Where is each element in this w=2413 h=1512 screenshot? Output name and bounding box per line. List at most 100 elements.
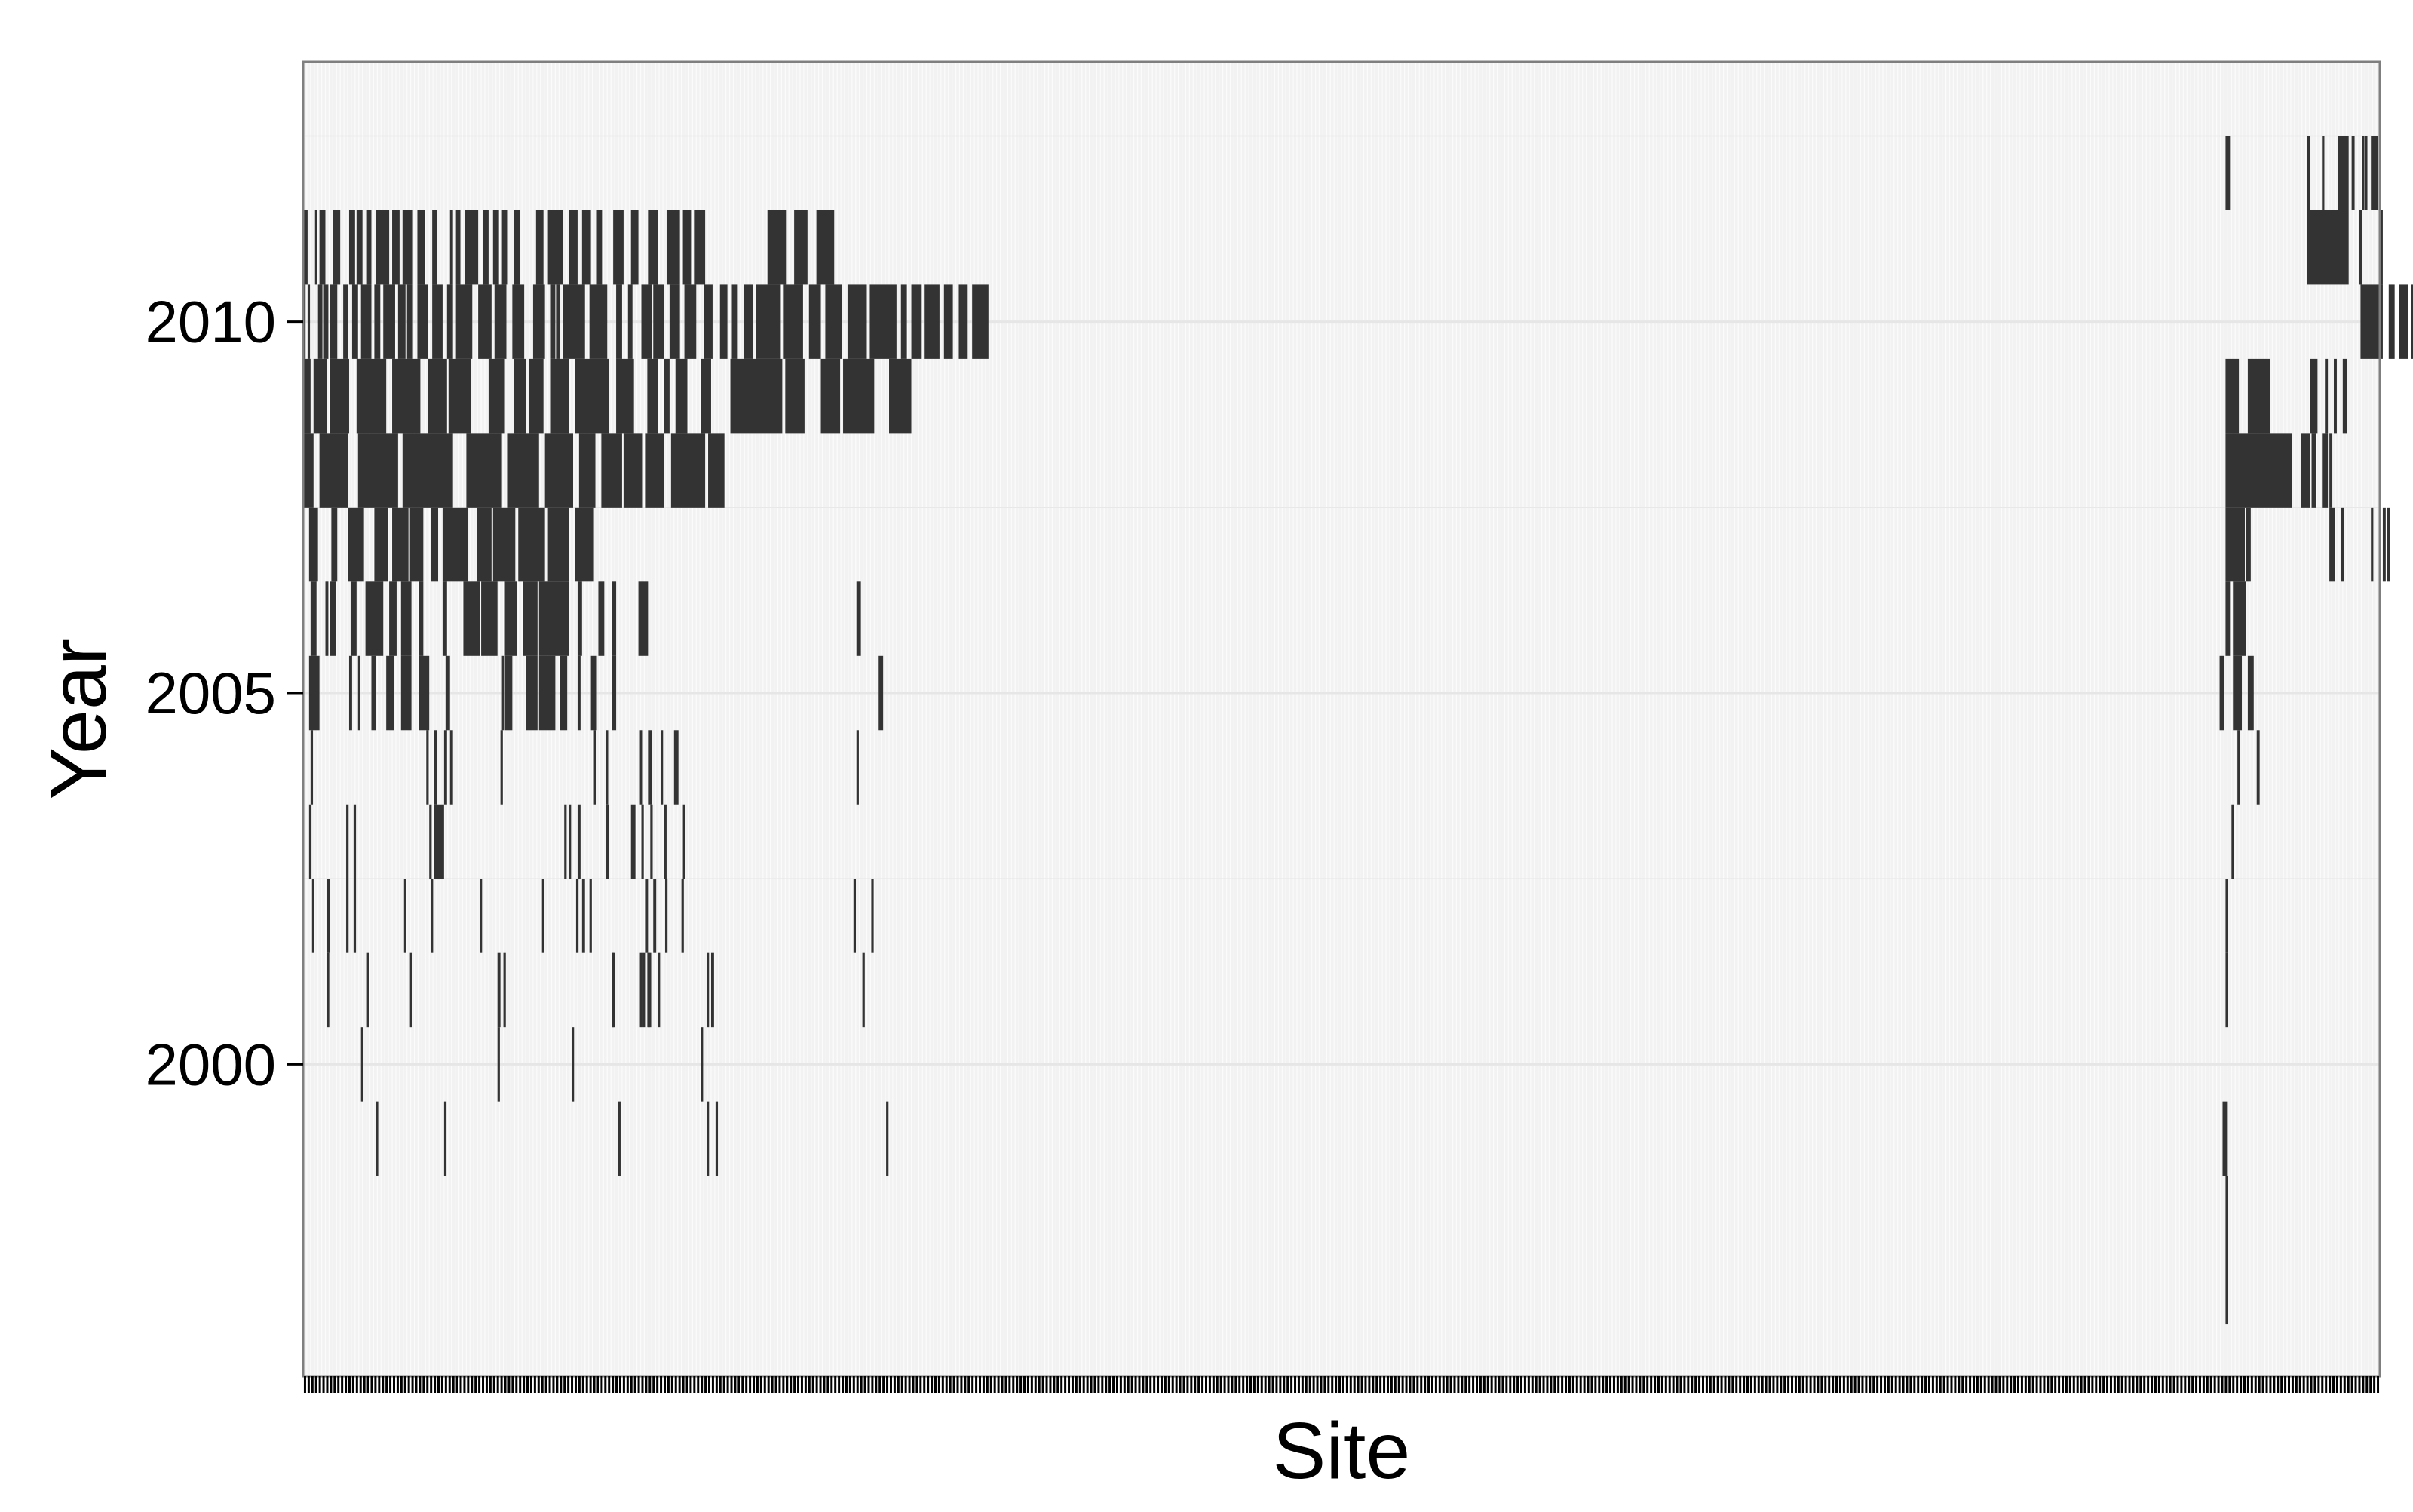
data-bar [2380,210,2383,285]
data-bar [943,284,953,359]
data-bar [589,879,592,953]
data-bar [353,804,357,879]
data-bar [319,210,326,285]
data-bar [843,358,875,434]
data-bar [575,879,579,953]
data-bar [445,655,450,731]
data-bar [569,210,578,285]
data-bar [360,1027,363,1102]
data-bar [488,358,505,434]
data-bar [514,210,520,285]
data-bar [2310,358,2318,434]
data-bar [2362,136,2365,210]
data-bar [2301,433,2310,508]
data-bar [538,581,569,656]
data-bar [856,730,859,805]
data-bar [2311,433,2316,508]
data-bar [547,507,569,582]
data-bar [465,210,479,285]
y-tick-label: 2000 [145,1031,276,1097]
data-bar [443,1101,447,1176]
data-bar [574,358,609,434]
data-bar [2225,879,2228,953]
data-bar [417,210,425,285]
data-bar [429,804,432,879]
data-bar [308,507,318,582]
data-bar [577,581,582,656]
data-bar [653,879,657,953]
data-bar [847,284,867,359]
data-bar [428,358,447,434]
x-ticks [303,1376,2380,1393]
data-bar [658,952,661,1028]
data-bar [507,433,539,508]
data-bar [365,581,384,656]
data-bar [409,952,412,1028]
data-bar [581,210,591,285]
data-bar [707,1101,710,1176]
data-bar [541,879,544,953]
data-bar [613,210,624,285]
data-bar [647,952,650,1028]
data-bar [670,433,706,508]
data-bar [911,284,922,359]
data-bar [303,210,308,285]
data-bar [889,358,912,434]
data-bar [701,358,711,434]
data-bar [645,879,649,953]
data-bar [330,581,336,656]
data-bar [2399,284,2408,359]
data-bar [820,358,841,434]
data-bar [616,284,622,359]
data-bar [314,210,317,285]
data-bar [675,358,688,434]
data-bar [2225,358,2240,434]
data-bar [386,655,394,731]
data-bar [707,952,710,1028]
data-bar [523,581,538,656]
data-bar [2365,136,2368,210]
data-bar [710,952,714,1028]
data-bar [360,284,372,359]
data-bar [481,581,498,656]
data-bar [618,1101,621,1176]
data-bar [529,358,544,434]
data-bar [308,655,320,731]
data-bar [653,284,664,359]
data-bar [403,879,406,953]
data-bar [569,804,572,879]
data-bar [612,952,615,1028]
data-bar [330,358,349,434]
data-bar [512,284,525,359]
data-bar [356,358,387,434]
data-bar [666,210,680,285]
data-bar [2322,136,2325,210]
data-bar [642,952,646,1028]
data-bar [455,210,461,285]
data-bar [550,284,556,359]
data-bar [402,433,453,508]
data-bar [463,581,480,656]
data-bar [639,730,643,805]
data-bar [2411,284,2413,359]
data-bar [308,804,312,879]
data-bar [431,879,434,953]
data-bar [623,433,643,508]
data-bar [816,210,835,285]
data-bar [434,804,444,879]
data-bar [400,655,412,731]
data-bar [2233,581,2246,656]
data-bar [366,210,372,285]
data-bar [2225,433,2292,508]
data-bar [2322,433,2329,508]
data-bar [684,284,697,359]
data-bar [383,284,395,359]
data-bar [589,284,608,359]
data-bar [547,210,563,285]
data-bar [664,804,667,879]
data-bar [417,284,428,359]
data-bar [357,655,360,731]
data-bar [426,730,429,805]
data-bar [574,507,594,582]
data-bar [500,730,503,805]
